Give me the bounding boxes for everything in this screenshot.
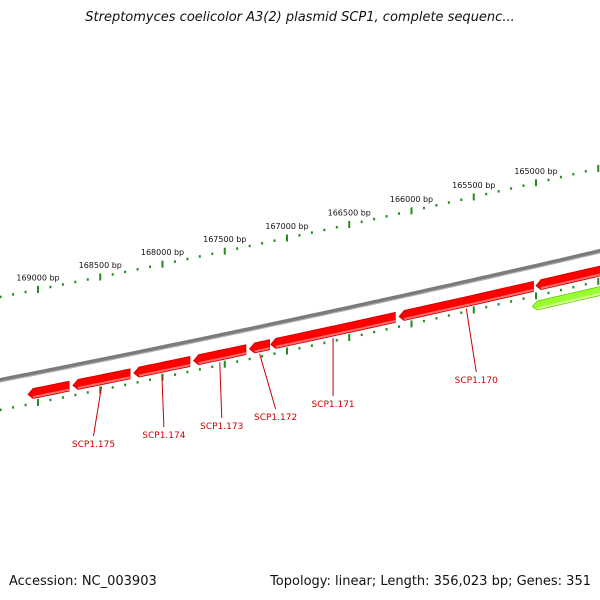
- gene-label-leader: [219, 362, 223, 419]
- lower-scale-ticks: [0, 277, 600, 412]
- gene-label: SCP1.170: [455, 376, 498, 386]
- gene-label-leader: [93, 386, 102, 437]
- map-title: Streptomyces coelicolor A3(2) plasmid SC…: [85, 10, 515, 25]
- accession-label: Accession: NC_003903: [9, 574, 157, 589]
- gene-block-scp1-175[interactable]: [72, 368, 131, 390]
- gene-highlight: [32, 388, 70, 398]
- scale-label: 167500 bp: [203, 235, 246, 244]
- gene-block-scp1-170[interactable]: [398, 280, 534, 321]
- gene-block-scp1-174[interactable]: [133, 356, 191, 378]
- gene-label: SCP1.171: [311, 400, 354, 410]
- gene-highlight: [537, 292, 600, 310]
- gene-label: SCP1.175: [72, 440, 115, 450]
- scale-label: 165500 bp: [452, 181, 495, 190]
- gene-label-leader: [465, 308, 477, 373]
- scale-label: 166500 bp: [328, 209, 371, 218]
- plasmid-backbone: [0, 248, 600, 383]
- gene-block-8[interactable]: [531, 281, 600, 311]
- scale-label: 167000 bp: [265, 222, 308, 231]
- scale-labels: 165000 bp 165500 bp 166000 bp 166500 bp 1670…: [16, 167, 557, 283]
- backbone-shadow: [0, 252, 600, 383]
- upper-scale-ticks: [0, 164, 600, 299]
- gene-label-leader: [161, 374, 165, 428]
- gene-highlight: [198, 352, 247, 365]
- gene-highlight: [77, 376, 131, 389]
- sequence-summary: Topology: linear; Length: 356,023 bp; Ge…: [270, 574, 591, 589]
- gene-block-7[interactable]: [535, 261, 600, 291]
- gene-block-6[interactable]: [27, 380, 70, 399]
- gene-block-scp1-173[interactable]: [193, 344, 247, 366]
- gene-highlight: [275, 319, 396, 348]
- gene-label: SCP1.173: [200, 422, 243, 432]
- gene-highlight: [540, 273, 600, 290]
- gene-highlight: [403, 288, 534, 320]
- scale-label: 168000 bp: [141, 248, 184, 257]
- scale-label: 166000 bp: [390, 195, 433, 204]
- gene-highlight: [138, 364, 191, 377]
- gene-label: SCP1.172: [254, 413, 297, 423]
- scale-label: 165000 bp: [514, 167, 557, 176]
- gene-labels: SCP1.170 SCP1.171 SCP1.172 SCP1.173 SCP1.174…: [72, 308, 498, 450]
- gene-label-leader: [259, 353, 277, 410]
- gene-track: [27, 261, 600, 399]
- gene-block-scp1-171[interactable]: [270, 311, 396, 349]
- backbone-line: [0, 248, 600, 383]
- scale-label: 169000 bp: [16, 273, 59, 282]
- gene-label: SCP1.174: [142, 431, 185, 441]
- scale-label: 168500 bp: [79, 261, 122, 270]
- gene-highlight: [254, 347, 270, 353]
